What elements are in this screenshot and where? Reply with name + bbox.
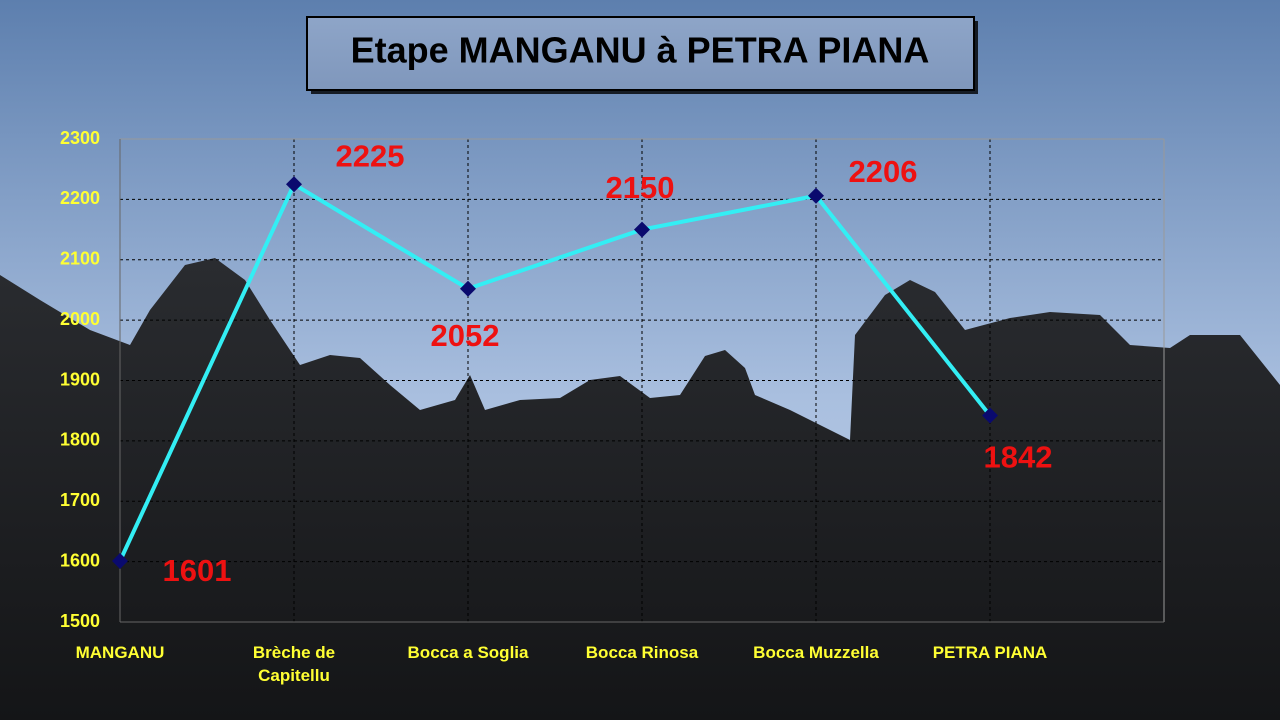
- x-tick-label: Bocca Rinosa: [585, 643, 699, 662]
- x-tick-label: PETRA PIANA: [932, 643, 1048, 662]
- data-label: 2150: [606, 170, 675, 205]
- y-tick-label: 1900: [60, 369, 100, 389]
- data-point: [112, 553, 128, 570]
- data-label: 2052: [431, 318, 500, 353]
- y-tick-label: 1500: [60, 611, 100, 631]
- data-point: [808, 187, 824, 204]
- y-tick-label: 2200: [60, 188, 100, 208]
- x-tick-label: Bocca Muzzella: [753, 643, 879, 662]
- title-box: [306, 16, 975, 91]
- y-tick-label: 2300: [60, 128, 100, 148]
- x-tick-label: Brèche de Capitellu: [252, 643, 336, 685]
- chart-title: Etape MANGANU à PETRA PIANA: [351, 30, 930, 71]
- y-tick-label: 1600: [60, 550, 100, 570]
- data-point: [634, 221, 650, 238]
- y-tick-label: 1700: [60, 490, 100, 510]
- data-label: 1601: [163, 553, 232, 588]
- data-line: [118, 182, 992, 562]
- data-point: [286, 176, 302, 193]
- plot-area: 1500 1600 1700 1800 1900 2000 2100 2200 2300 1601…: [60, 128, 1165, 631]
- data-label: 1842: [984, 440, 1053, 475]
- y-tick-label: 2100: [60, 249, 100, 269]
- data-label: 2225: [336, 138, 405, 173]
- mountain-silhouette: [0, 258, 1280, 720]
- data-point: [460, 280, 476, 297]
- data-label: 2206: [849, 154, 918, 189]
- data-point: [982, 407, 998, 424]
- y-tick-label: 2000: [60, 309, 100, 329]
- y-tick-label: 1800: [60, 430, 100, 450]
- x-tick-label: MANGANU: [75, 643, 165, 662]
- x-tick-label: Bocca a Soglia: [407, 643, 529, 662]
